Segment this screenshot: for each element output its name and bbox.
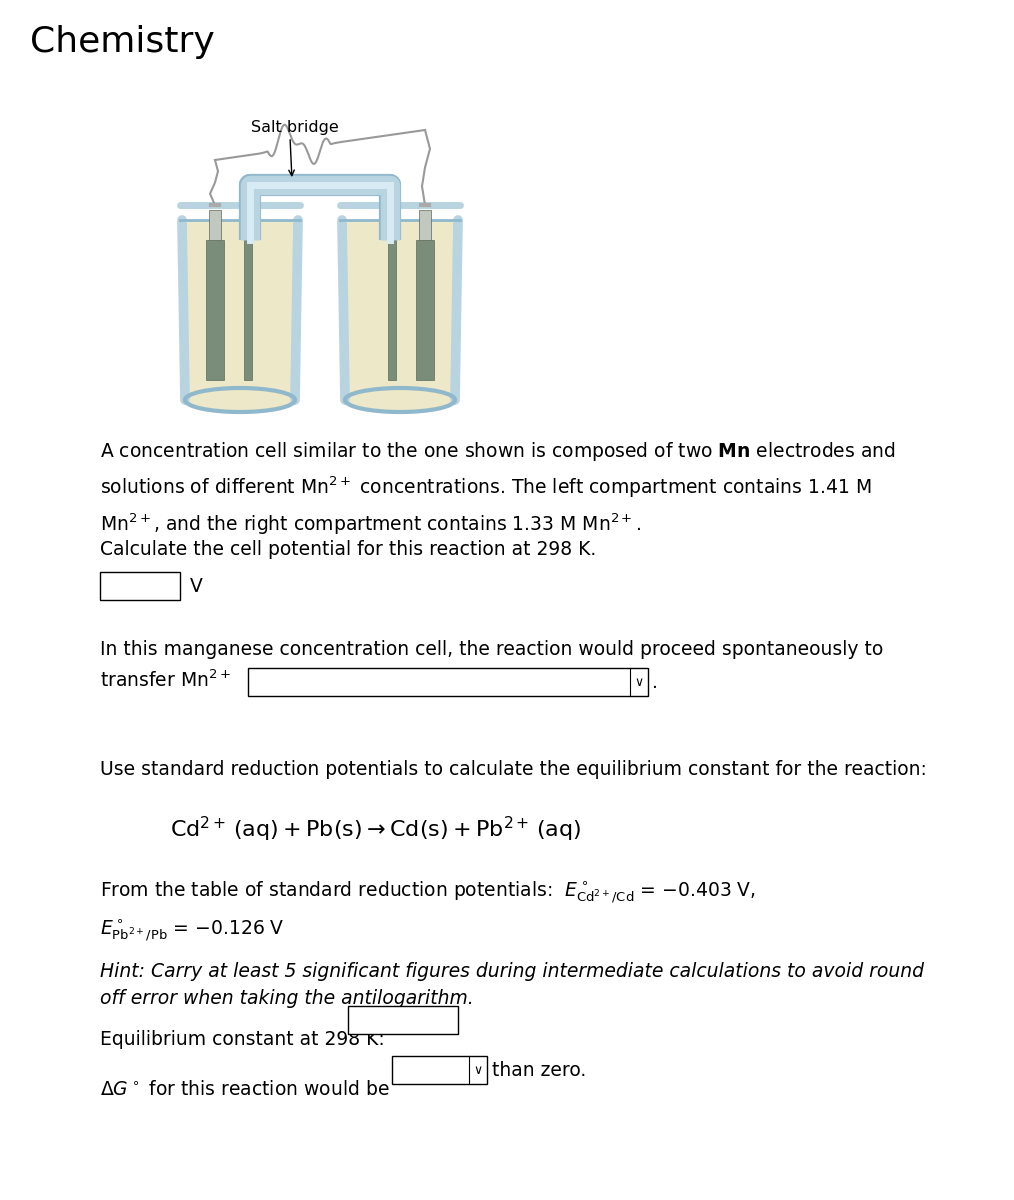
- Polygon shape: [342, 220, 458, 400]
- Bar: [392, 1056, 487, 1084]
- Text: Salt bridge: Salt bridge: [251, 120, 339, 134]
- Text: Hint: Carry at least 5 significant figures during intermediate calculations to a: Hint: Carry at least 5 significant figur…: [100, 962, 924, 1008]
- Ellipse shape: [185, 388, 295, 412]
- Text: Use standard reduction potentials to calculate the equilibrium constant for the : Use standard reduction potentials to cal…: [100, 760, 927, 779]
- Bar: [248, 668, 648, 696]
- Text: than zero.: than zero.: [492, 1061, 586, 1080]
- Text: In this manganese concentration cell, the reaction would proceed spontaneously t: In this manganese concentration cell, th…: [100, 640, 883, 691]
- Text: ∨: ∨: [474, 1063, 483, 1076]
- Bar: [419, 210, 431, 240]
- Bar: [389, 210, 394, 240]
- Bar: [209, 210, 221, 240]
- Text: Chemistry: Chemistry: [30, 25, 215, 59]
- Text: $E^\circ_{\mathrm{Pb^{2+}/Pb}}$ = −0.126 V: $E^\circ_{\mathrm{Pb^{2+}/Pb}}$ = −0.126…: [100, 918, 285, 944]
- Text: $\mathrm{Cd^{2+}\,(aq) + Pb(s) \rightarrow Cd(s) + Pb^{2+}\,(aq)}$: $\mathrm{Cd^{2+}\,(aq) + Pb(s) \rightarr…: [170, 815, 581, 845]
- Ellipse shape: [345, 388, 455, 412]
- Text: ∨: ∨: [635, 676, 644, 689]
- Bar: [245, 210, 250, 240]
- Text: V: V: [190, 576, 203, 595]
- Text: Calculate the cell potential for this reaction at 298 K.: Calculate the cell potential for this re…: [100, 540, 596, 559]
- Bar: [206, 240, 224, 380]
- Text: Equilibrium constant at 298 K:: Equilibrium constant at 298 K:: [100, 1030, 384, 1049]
- Text: From the table of standard reduction potentials:  $E^\circ_{\mathrm{Cd^{2+}/Cd}}: From the table of standard reduction pot…: [100, 880, 755, 906]
- Text: A concentration cell similar to the one shown is composed of two $\mathbf{Mn}$ e: A concentration cell similar to the one …: [100, 440, 895, 538]
- Text: .: .: [652, 672, 658, 691]
- Bar: [416, 240, 434, 380]
- Bar: [100, 572, 180, 600]
- Text: $\Delta G^\circ$ for this reaction would be: $\Delta G^\circ$ for this reaction would…: [100, 1080, 389, 1099]
- Bar: [348, 1006, 458, 1034]
- Bar: [388, 240, 396, 380]
- Polygon shape: [182, 220, 298, 400]
- Bar: [244, 240, 252, 380]
